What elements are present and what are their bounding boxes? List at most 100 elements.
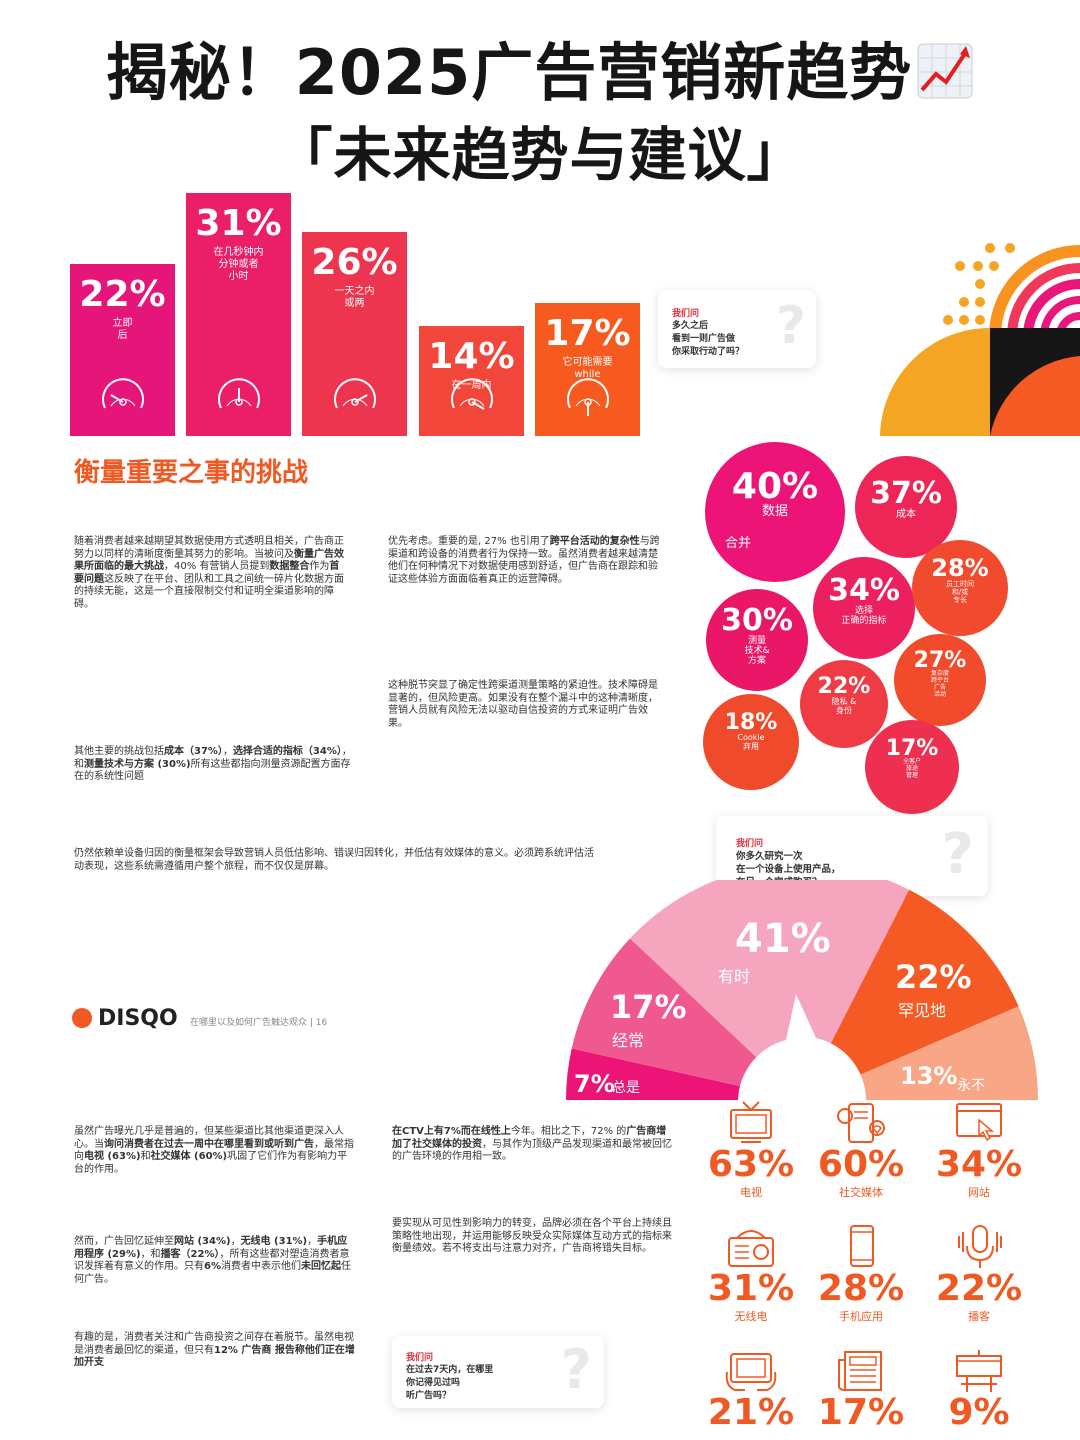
text-bold: 测量技术与方案 (30%) (84, 758, 191, 770)
bubble-7: 18% Cookie 弃用 (703, 694, 799, 790)
pie-segment-2 (629, 880, 910, 1100)
media-value-label: 28% (817, 1268, 905, 1309)
media-value-label: 34% (935, 1144, 1023, 1185)
media-channel-1: 60% 社交媒体 (806, 1098, 916, 1200)
section-heading: 衡量重要之事的挑战 (74, 458, 309, 488)
billboard-icon (956, 1350, 1002, 1392)
bubble-category-label: 复杂度 跨平台 广告 活动 (930, 670, 949, 698)
bar-1: 31% 在几秒钟内 分钟或者 小时 (186, 193, 291, 436)
text-bold: 6% (204, 1261, 221, 1272)
pie-segment-3 (802, 889, 1019, 1100)
text-bold: 播客（22%） (160, 1248, 220, 1260)
text: ，40% 有营销人员提到 (164, 561, 270, 572)
text-bold: 手机应用程序 (29%) (74, 1236, 348, 1260)
bar-value-label: 17% (544, 313, 631, 354)
paragraph-social-investment: 在CTV上有7%而在线性上今年。相比之下，72% 的广告商增加了社交媒体的投资，… (392, 1126, 676, 1164)
text: 今年。相比之下，72% 的 (510, 1126, 627, 1137)
text: ，最常指向 (74, 1138, 354, 1163)
bubble-category-label: Cookie 弃用 (737, 733, 765, 752)
media-channel-0: 63% 电视 (696, 1098, 806, 1200)
bubble-6: 22% 隐私 & 身份 (800, 660, 888, 748)
media-value-label: 63% (707, 1144, 795, 1185)
pie-segment-1 (571, 938, 802, 1100)
bar-3: 14% 在一周内 (419, 326, 524, 436)
bubble-value-label: 37% (870, 476, 942, 511)
paragraph-ad-recall: 然而，广告回忆延伸至网站 (34%)，无线电 (31%)，手机应用程序 (29%… (74, 1236, 356, 1286)
bubble-value-label: 22% (817, 674, 871, 699)
bar-category-label: 在几秒钟内 分钟或者 小时 (213, 247, 264, 282)
text-bold: 无线电 (31%) (240, 1236, 308, 1247)
pie-center-pointer (738, 994, 866, 1100)
media-channel-5: 22% 播客 (924, 1222, 1034, 1324)
media-value-label: 17% (817, 1392, 905, 1433)
text-bold: 社交媒体 (60%) (150, 1151, 228, 1162)
pie-value-label: 17% (610, 988, 687, 1026)
main-title-text: 揭秘！2025广告营销新趋势 (105, 36, 913, 109)
bubble-value-label: 17% (885, 736, 939, 761)
media-category-label: 手机应用 (839, 1310, 883, 1323)
text-bold: 12% 广告商 报告称他们正在增加开支 (74, 1344, 355, 1369)
bubble-value-label: 18% (724, 710, 778, 735)
pie-category-label: 罕见地 (898, 1001, 946, 1020)
pie-category-label: 总是 (612, 1080, 640, 1096)
text-bold: 数据整合 (269, 561, 310, 572)
speedometer-icon (333, 378, 376, 409)
bar-value-label: 31% (195, 203, 282, 244)
frequency-semi-pie-chart: 7%总是 17% 经常 41% 有时 22% 罕见地 13% 永不 (566, 880, 1038, 1100)
paragraph-ad-exposure: 虽然广告曝光几乎是普遍的，但某些渠道比其他渠道更深入人心。当询问消费者在过去一周… (74, 1126, 356, 1176)
text-bold: 询问消费者在过去一周中在哪里看到或听到广告 (104, 1138, 314, 1150)
decorative-rings-graphic (880, 243, 1080, 436)
media-value-label: 22% (935, 1268, 1023, 1309)
media-category-label: 网站 (968, 1186, 990, 1199)
bar-category-label: 在一周内 (451, 380, 492, 391)
text-bold: 首要问题 (74, 561, 340, 585)
media-value-label: 31% (707, 1268, 795, 1309)
bubble-category-label: 隐私 & 身份 (831, 697, 857, 716)
bar-value-label: 26% (311, 242, 398, 283)
media-channel-4: 28% 手机应用 (806, 1222, 916, 1324)
text: ，所有这些都对塑造消费者意识发挥着有意义的作用。只有 (74, 1248, 350, 1273)
pie-value-label: 41% (735, 916, 831, 962)
question-card-head: 我们问 (672, 309, 700, 319)
bubble-category-label: 成本 (896, 508, 916, 520)
text-bold: 在CTV上有7%而在线性上 (392, 1126, 511, 1137)
bar-4: 17% 它可能需要 while (535, 303, 640, 436)
text-bold: 衡量广告效果所面临的最大挑战 (74, 548, 344, 573)
text: 任何广告。 (74, 1261, 351, 1285)
pie-value-label: 13% (900, 1062, 957, 1090)
pie-value-label: 22% (895, 958, 972, 996)
chart-increasing-icon (917, 43, 973, 99)
bubble-category-label-2: 合并 (725, 536, 752, 551)
media-category-label: 社交媒体 (839, 1186, 883, 1199)
media-channel-2: 34% 网站 (924, 1098, 1034, 1200)
tablet-icon (725, 1353, 777, 1391)
pie-category-label: 永不 (957, 1078, 985, 1094)
bubble-category-label: 数据 (761, 504, 788, 520)
paragraph-measurement-urgency: 这种脱节突显了确定性跨渠道测量策略的紧迫性。技术障碍是显著的，但风险更高。如果没… (388, 680, 658, 729)
text: 虽然广告曝光几乎是普遍的，但某些渠道比其他渠道更深入人心。当 (74, 1126, 344, 1150)
pie-value-label: 7% (574, 1070, 615, 1098)
media-channel-3: 31% 无线电 (696, 1222, 806, 1324)
question-card-text: 多久之后 看到一则广告做 你采取行动了吗？ (672, 321, 745, 357)
logo-mark-icon (72, 1008, 92, 1028)
bubble-category-label: 全客户 旅途 管理 (902, 758, 921, 780)
paragraph-other-challenges: 其他主要的挑战包括成本（37%），选择合适的指标（34%），和测量技术与方案 (… (74, 746, 358, 784)
bubble-value-label: 28% (931, 554, 989, 582)
bubble-0: 40% 数据 合并 (705, 442, 845, 582)
media-value-label: 9% (948, 1392, 1010, 1433)
media-channel-6: 21% (696, 1346, 806, 1432)
question-mark-icon: ? (560, 1338, 592, 1401)
bar-2: 26% 一天之内 或两 (302, 232, 407, 436)
speedometer-icon (450, 378, 493, 410)
bubble-value-label: 27% (913, 648, 967, 673)
paragraph-cross-platform: 优先考虑。重要的是, 27% 也引用了跨平台活动的复杂性与跨渠道和跨设备的消费者… (388, 536, 660, 586)
question-card-ad-action: 我们问 多久之后 看到一则广告做 你采取行动了吗？ ? (658, 290, 816, 368)
text: 消费者中表示他们 (220, 1261, 301, 1272)
question-card-text: 在过去7天内，在哪里 你记得见过吗 听广告吗？ (406, 1365, 494, 1401)
speedometer-icon (566, 378, 609, 416)
website-icon (956, 1103, 1002, 1142)
bubble-value-label: 30% (721, 603, 793, 638)
text-bold: 电视 (63%) (84, 1151, 141, 1162)
bar-0: 22% 立即 后 (70, 264, 175, 436)
text-bold: 网站 (34%) (174, 1236, 231, 1247)
